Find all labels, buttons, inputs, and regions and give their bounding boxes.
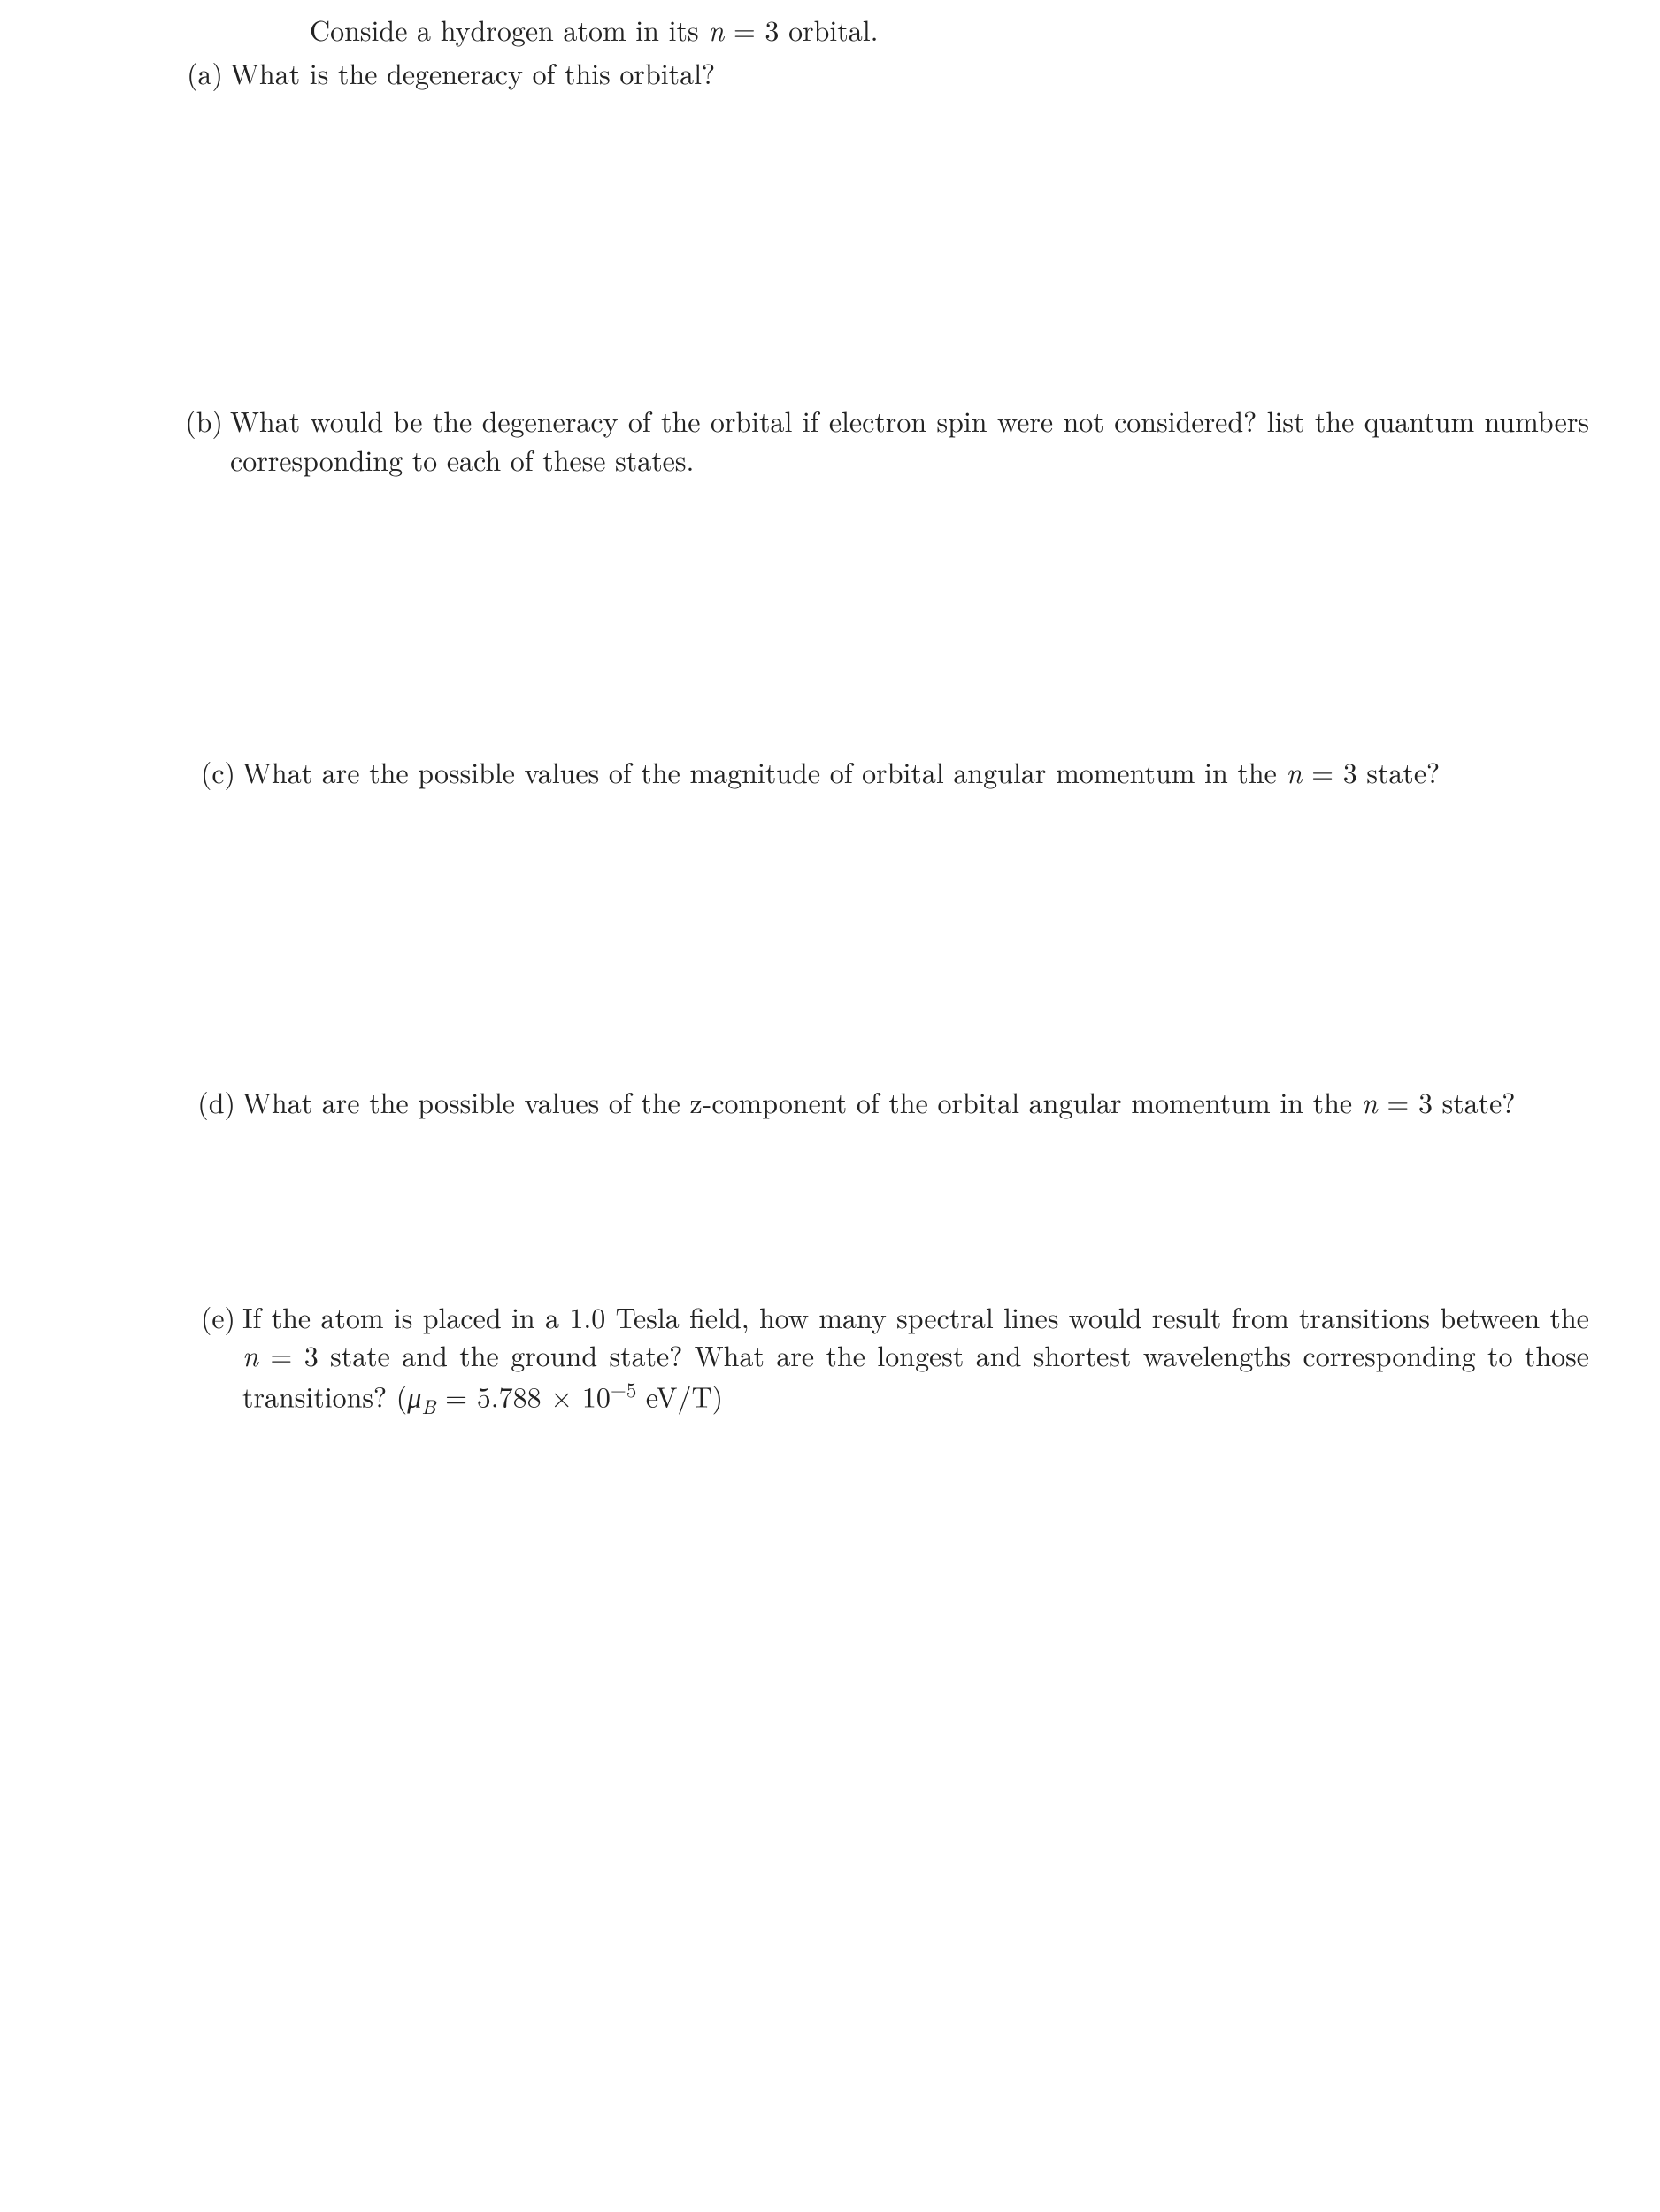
d-pre: What are the possible values of the z-co… — [242, 1082, 1362, 1122]
answer-space-a — [142, 92, 1607, 402]
question-a: (a) What is the degeneracy of this orbit… — [142, 54, 1607, 92]
content-area: Conside a hydrogen atom in its n = 3 orb… — [142, 11, 1607, 1419]
body-a: What is the degeneracy of this orbital? — [230, 54, 1607, 92]
e-mu-sub: B — [421, 1391, 435, 1420]
e-exp: −5 — [611, 1374, 636, 1403]
body-e: If the atom is placed in a 1.0 Tesla fie… — [242, 1298, 1607, 1419]
intro-text-pre: Conside a hydrogen atom in its — [310, 10, 708, 50]
e-val: = 5.788 × 10 — [436, 1376, 611, 1416]
label-d: (d) — [154, 1083, 242, 1121]
d-post: = 3 state? — [1378, 1082, 1516, 1122]
label-a: (a) — [142, 54, 230, 92]
label-e: (e) — [154, 1298, 242, 1336]
answer-space-d — [142, 1121, 1607, 1298]
question-c: (c) What are the possible values of the … — [142, 753, 1607, 791]
question-d: (d) What are the possible values of the … — [142, 1083, 1607, 1121]
d-var-n: n — [1362, 1082, 1378, 1122]
answer-space-b — [142, 479, 1607, 753]
question-b: (b) What would be the degeneracy of the … — [142, 402, 1607, 478]
label-b: (b) — [142, 402, 230, 440]
intro-text-post: = 3 orbital. — [724, 10, 878, 50]
body-c: What are the possible values of the magn… — [242, 753, 1607, 791]
page: Conside a hydrogen atom in its n = 3 orb… — [0, 0, 1660, 2212]
body-d: What are the possible values of the z-co… — [242, 1083, 1607, 1121]
c-var-n: n — [1287, 752, 1303, 792]
intro-var-n: n — [708, 10, 724, 50]
e-var-n: n — [242, 1335, 258, 1375]
label-c: (c) — [154, 753, 242, 791]
intro-line: Conside a hydrogen atom in its n = 3 orb… — [310, 11, 1607, 49]
e-mu: μ — [407, 1376, 421, 1416]
question-e: (e) If the atom is placed in a 1.0 Tesla… — [142, 1298, 1607, 1419]
c-pre: What are the possible values of the magn… — [242, 752, 1287, 792]
e-pre: If the atom is placed in a 1.0 Tesla fie… — [242, 1297, 1589, 1337]
answer-space-c — [142, 791, 1607, 1083]
c-post: = 3 state? — [1302, 752, 1440, 792]
e-unit: eV/T) — [636, 1376, 723, 1416]
body-b: What would be the degeneracy of the orbi… — [230, 402, 1607, 478]
